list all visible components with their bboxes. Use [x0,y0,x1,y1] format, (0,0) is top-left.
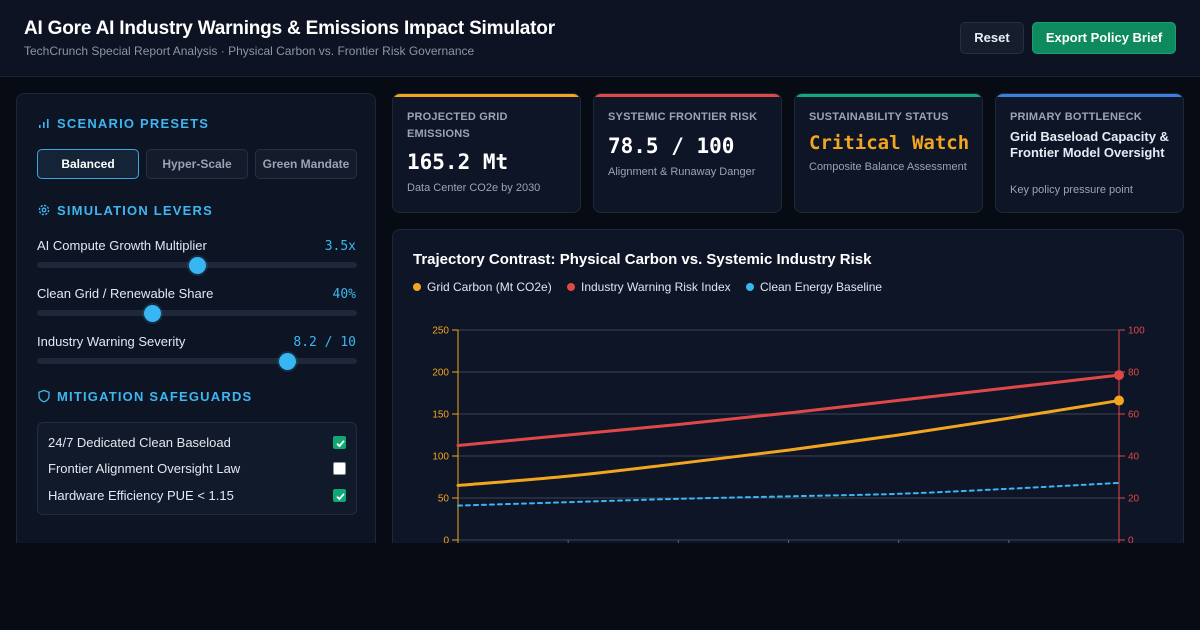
simulation-levers-heading: SIMULATION LEVERS [37,203,213,218]
warning-severity-slider-thumb[interactable] [279,352,297,370]
export-policy-brief-button[interactable]: Export Policy Brief [1032,22,1176,54]
hardware-efficiency-checkbox[interactable] [333,489,346,502]
alignment-oversight-checkbox[interactable] [333,462,346,475]
warning-severity-value: 8.2 / 10 [293,335,356,350]
app-header: AI Gore AI Industry Warnings & Emissions… [0,0,1200,77]
card-subtext: Key policy pressure point [1010,184,1133,196]
legend-label: Clean Energy Baseline [760,280,883,294]
y-right-tick-label: 40 [1128,452,1140,463]
gear-icon [38,204,50,216]
y-right-tick-label: 0 [1128,536,1134,547]
shield-icon [38,389,50,403]
y-left-tick-label: 200 [432,368,449,379]
page-subtitle: TechCrunch Special Report Analysis · Phy… [24,44,475,58]
legend-dot [413,283,421,291]
renewable-share-value: 40% [332,287,356,302]
series-line-0 [456,399,1121,487]
control-panel: SCENARIO PRESETS Balanced Hyper-Scale Gr… [16,93,376,563]
mitigation-safeguards-heading: MITIGATION SAFEGUARDS [37,389,252,404]
warning-severity-slider[interactable] [37,352,357,370]
renewable-share-slider-thumb[interactable] [143,304,161,322]
legend-warning-risk[interactable]: Industry Warning Risk Index [567,280,731,294]
legend-grid-carbon[interactable]: Grid Carbon (Mt CO2e) [413,280,552,294]
safeguard-label: Frontier Alignment Oversight Law [48,461,241,476]
y-left-tick-label: 250 [432,326,449,337]
card-accent-bar [594,94,781,97]
compute-growth-value: 3.5x [324,239,356,254]
emissions-card: PROJECTED GRID EMISSIONS 165.2 Mt Data C… [392,93,581,213]
chart-title: Trajectory Contrast: Physical Carbon vs.… [413,251,872,268]
safeguards-list: 24/7 Dedicated Clean Baseload Frontier A… [37,422,357,515]
bottleneck-value: Grid Baseload Capacity & Frontier Model … [1010,129,1169,160]
y-right-tick-label: 20 [1128,494,1140,505]
scenario-presets-label: SCENARIO PRESETS [57,116,210,131]
clean-baseload-checkbox[interactable] [333,436,346,449]
safeguard-clean-baseload[interactable]: 24/7 Dedicated Clean Baseload [48,432,346,452]
card-accent-bar [996,94,1183,97]
legend-dot [567,283,575,291]
y-left-tick-label: 50 [438,494,450,505]
scenario-presets-heading: SCENARIO PRESETS [37,116,209,131]
series-line-1 [456,373,1121,447]
emissions-value: 165.2 Mt [407,150,509,174]
legend-label: Industry Warning Risk Index [581,280,731,294]
simulation-levers-label: SIMULATION LEVERS [57,203,213,218]
sustainability-status-value: Critical Watch [809,132,970,154]
card-label: SUSTAINABILITY STATUS [809,111,949,123]
card-label: SYSTEMIC FRONTIER RISK [608,111,758,123]
preset-hyper-scale-button[interactable]: Hyper-Scale [146,149,248,179]
preset-balanced-button[interactable]: Balanced [37,149,139,179]
warning-severity-label: Industry Warning Severity [37,334,186,349]
series-line-2 [457,481,1120,507]
reset-button[interactable]: Reset [960,22,1024,54]
check-icon [336,440,345,448]
safeguard-hardware-efficiency[interactable]: Hardware Efficiency PUE < 1.15 [48,485,346,505]
safeguard-label: 24/7 Dedicated Clean Baseload [48,435,231,450]
card-accent-bar [393,94,580,97]
renewable-share-slider[interactable] [37,304,357,322]
series-end-point-0 [1114,395,1124,406]
y-right-tick-label: 100 [1128,326,1145,337]
card-accent-bar [795,94,982,97]
compute-growth-slider-thumb[interactable] [188,256,206,274]
card-subtext: Composite Balance Assessment [809,161,967,173]
compute-growth-slider[interactable] [37,256,357,274]
series-end-point-1 [1114,370,1124,381]
bar-chart-icon [39,119,49,128]
legend-label: Grid Carbon (Mt CO2e) [427,280,552,294]
renewable-share-label: Clean Grid / Renewable Share [37,286,214,301]
legend-clean-energy[interactable]: Clean Energy Baseline [746,280,882,294]
preset-green-mandate-button[interactable]: Green Mandate [255,149,357,179]
page-bottom-area [0,543,1200,630]
frontier-risk-value: 78.5 / 100 [608,134,735,158]
y-right-tick-label: 80 [1128,368,1140,379]
card-label: PROJECTED GRID EMISSIONS [407,111,508,140]
check-icon [336,493,345,501]
card-subtext: Data Center CO2e by 2030 [407,182,541,194]
sustainability-card: SUSTAINABILITY STATUS Critical Watch Com… [794,93,983,213]
mitigation-safeguards-label: MITIGATION SAFEGUARDS [57,389,253,404]
safeguard-alignment-oversight[interactable]: Frontier Alignment Oversight Law [48,458,346,478]
frontier-risk-card: SYSTEMIC FRONTIER RISK 78.5 / 100 Alignm… [593,93,782,213]
y-left-tick-label: 0 [443,536,449,547]
safeguard-label: Hardware Efficiency PUE < 1.15 [48,488,234,503]
y-left-tick-label: 150 [432,410,449,421]
card-subtext: Alignment & Runaway Danger [608,166,756,178]
trajectory-chart: 0 50 100 150 200 250 0 20 40 60 80 100 [432,326,1145,547]
legend-dot [746,283,754,291]
trajectory-chart-panel: 0 50 100 150 200 250 0 20 40 60 80 100 Trajectory C… [392,229,1184,559]
page-title: AI Gore AI Industry Warnings & Emissions… [24,18,555,39]
compute-growth-label: AI Compute Growth Multiplier [37,238,207,253]
y-left-tick-label: 100 [432,452,449,463]
card-label: PRIMARY BOTTLENECK [1010,111,1142,123]
bottleneck-card: PRIMARY BOTTLENECK Grid Baseload Capacit… [995,93,1184,213]
y-right-tick-label: 60 [1128,410,1140,421]
